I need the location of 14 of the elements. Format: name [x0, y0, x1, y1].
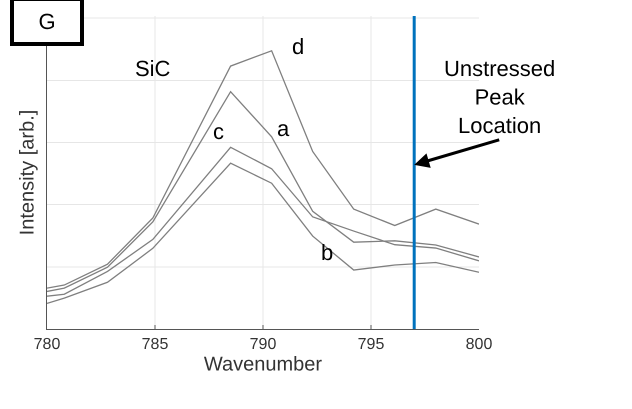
text: G: [38, 9, 56, 34]
x-tick-label: 800: [466, 336, 492, 354]
series-label: c: [213, 119, 224, 144]
y-axis-title: Intensity [arb.]: [16, 110, 38, 236]
x-tick-label: 785: [142, 336, 168, 354]
annotation: Unstressed Peak Location: [444, 56, 556, 138]
x-tick-label: 780: [34, 336, 60, 354]
x-axis-title: Wavenumber: [204, 354, 322, 376]
series-label: d: [292, 34, 304, 59]
annotation: SiC: [135, 56, 171, 81]
series-label: a: [277, 116, 290, 141]
series-label: b: [321, 240, 334, 265]
x-tick-label: 790: [250, 336, 276, 354]
x-tick-label: 795: [358, 336, 384, 354]
